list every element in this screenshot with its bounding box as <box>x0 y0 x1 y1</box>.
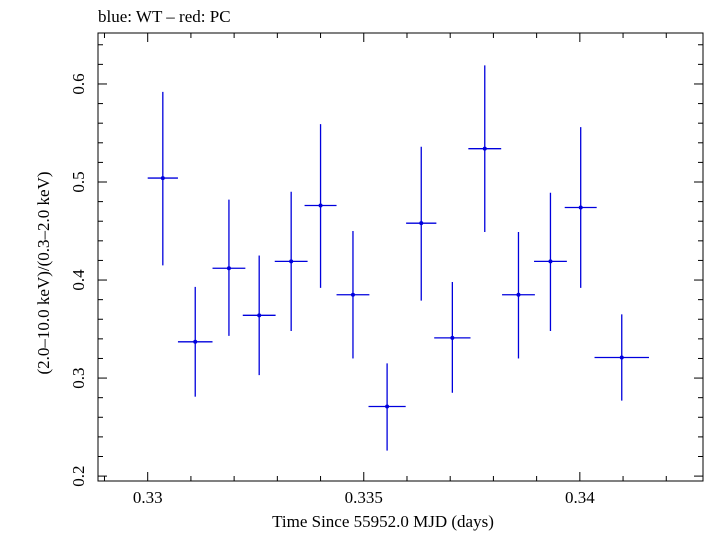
data-points <box>147 65 649 451</box>
x-tick-label: 0.33 <box>133 488 163 507</box>
data-point <box>482 146 487 151</box>
data-point <box>257 313 262 318</box>
y-tick-label: 0.3 <box>69 367 88 388</box>
y-tick-label: 0.5 <box>69 171 88 192</box>
y-axis-label: (2.0–10.0 keV)/(0.3–2.0 keV) <box>34 171 53 374</box>
y-tick-label: 0.4 <box>69 269 88 291</box>
axis-ticks: 0.33 0.335 0.34 0.2 0.3 0.4 0.5 0.6 <box>69 33 703 507</box>
x-tick-label: 0.335 <box>345 488 383 507</box>
data-point <box>619 355 624 360</box>
data-point <box>226 266 231 271</box>
y-tick-label: 0.6 <box>69 73 88 94</box>
data-point <box>350 292 355 297</box>
y-tick-label: 0.2 <box>69 465 88 486</box>
data-point <box>318 203 323 208</box>
plot-frame <box>97 32 704 482</box>
data-point <box>450 335 455 340</box>
x-tick-label: 0.34 <box>565 488 595 507</box>
data-point <box>385 404 390 409</box>
data-point <box>548 259 553 264</box>
data-point <box>578 205 583 210</box>
data-point <box>516 292 521 297</box>
x-axis-label: Time Since 55952.0 MJD (days) <box>272 512 494 531</box>
data-point <box>289 259 294 264</box>
data-point <box>160 176 165 181</box>
data-point <box>419 221 424 226</box>
data-point <box>193 339 198 344</box>
chart-title: blue: WT – red: PC <box>98 7 231 26</box>
